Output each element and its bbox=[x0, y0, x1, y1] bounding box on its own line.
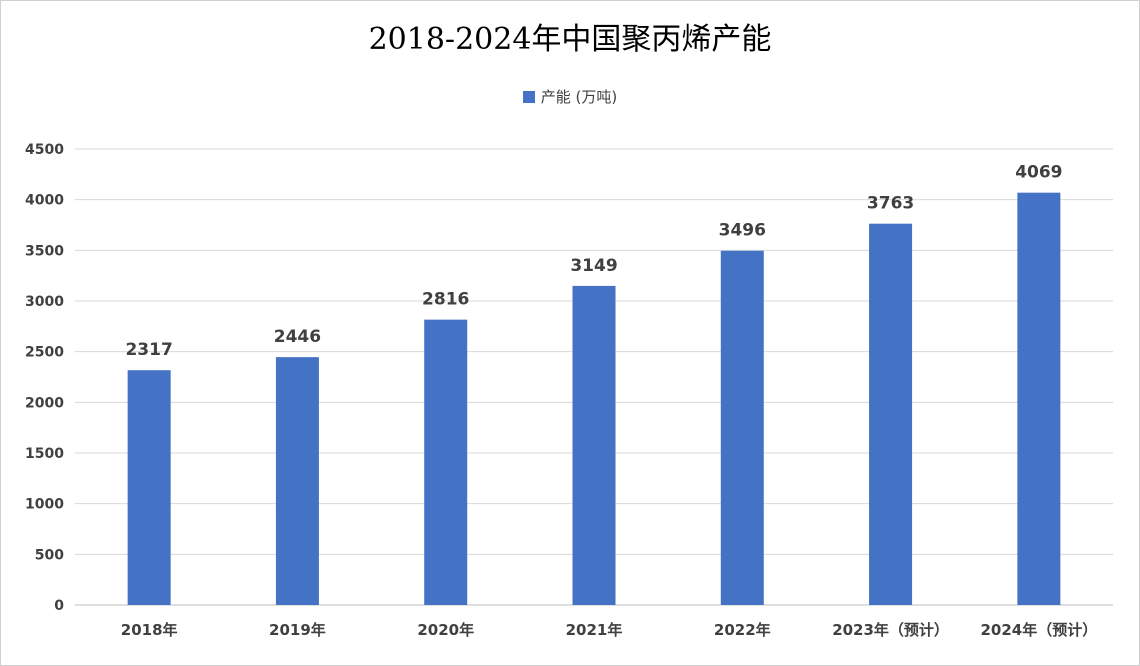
data-label: 3763 bbox=[867, 194, 914, 214]
bar bbox=[127, 370, 171, 605]
data-label: 2816 bbox=[422, 290, 469, 310]
y-tick-label: 0 bbox=[54, 598, 64, 614]
bar bbox=[572, 285, 616, 605]
bar bbox=[275, 357, 319, 605]
data-label: 2317 bbox=[125, 340, 172, 360]
data-label: 3149 bbox=[570, 256, 617, 276]
y-tick-label: 1500 bbox=[25, 446, 64, 462]
y-tick-label: 4000 bbox=[25, 193, 64, 209]
bar bbox=[1017, 192, 1061, 605]
y-tick-label: 4500 bbox=[25, 142, 64, 158]
legend-label: 产能 (万吨) bbox=[540, 88, 618, 106]
y-tick-label: 3500 bbox=[25, 243, 64, 259]
data-label: 4069 bbox=[1015, 163, 1062, 183]
x-tick-label: 2019年 bbox=[269, 621, 326, 639]
x-tick-label: 2023年（预计） bbox=[832, 621, 949, 639]
y-tick-label: 2000 bbox=[25, 395, 64, 411]
data-label: 2446 bbox=[274, 327, 321, 347]
legend-swatch bbox=[522, 91, 535, 103]
y-tick-label: 1000 bbox=[25, 497, 64, 513]
y-tick-label: 2500 bbox=[25, 345, 64, 361]
x-tick-label: 2021年 bbox=[566, 621, 623, 639]
legend: 产能 (万吨) bbox=[0, 86, 1140, 107]
x-tick-label: 2022年 bbox=[714, 621, 771, 639]
x-tick-label: 2018年 bbox=[121, 621, 178, 639]
chart-title: 2018-2024年中国聚丙烯产能 bbox=[368, 22, 772, 57]
bar bbox=[869, 223, 913, 605]
bar bbox=[720, 250, 764, 606]
y-tick-label: 500 bbox=[35, 547, 64, 563]
x-tick-label: 2020年 bbox=[417, 621, 474, 639]
data-label: 3496 bbox=[719, 221, 766, 241]
y-tick-label: 3000 bbox=[25, 294, 64, 310]
x-tick-label: 2024年（预计） bbox=[980, 621, 1097, 639]
bar bbox=[424, 319, 468, 605]
